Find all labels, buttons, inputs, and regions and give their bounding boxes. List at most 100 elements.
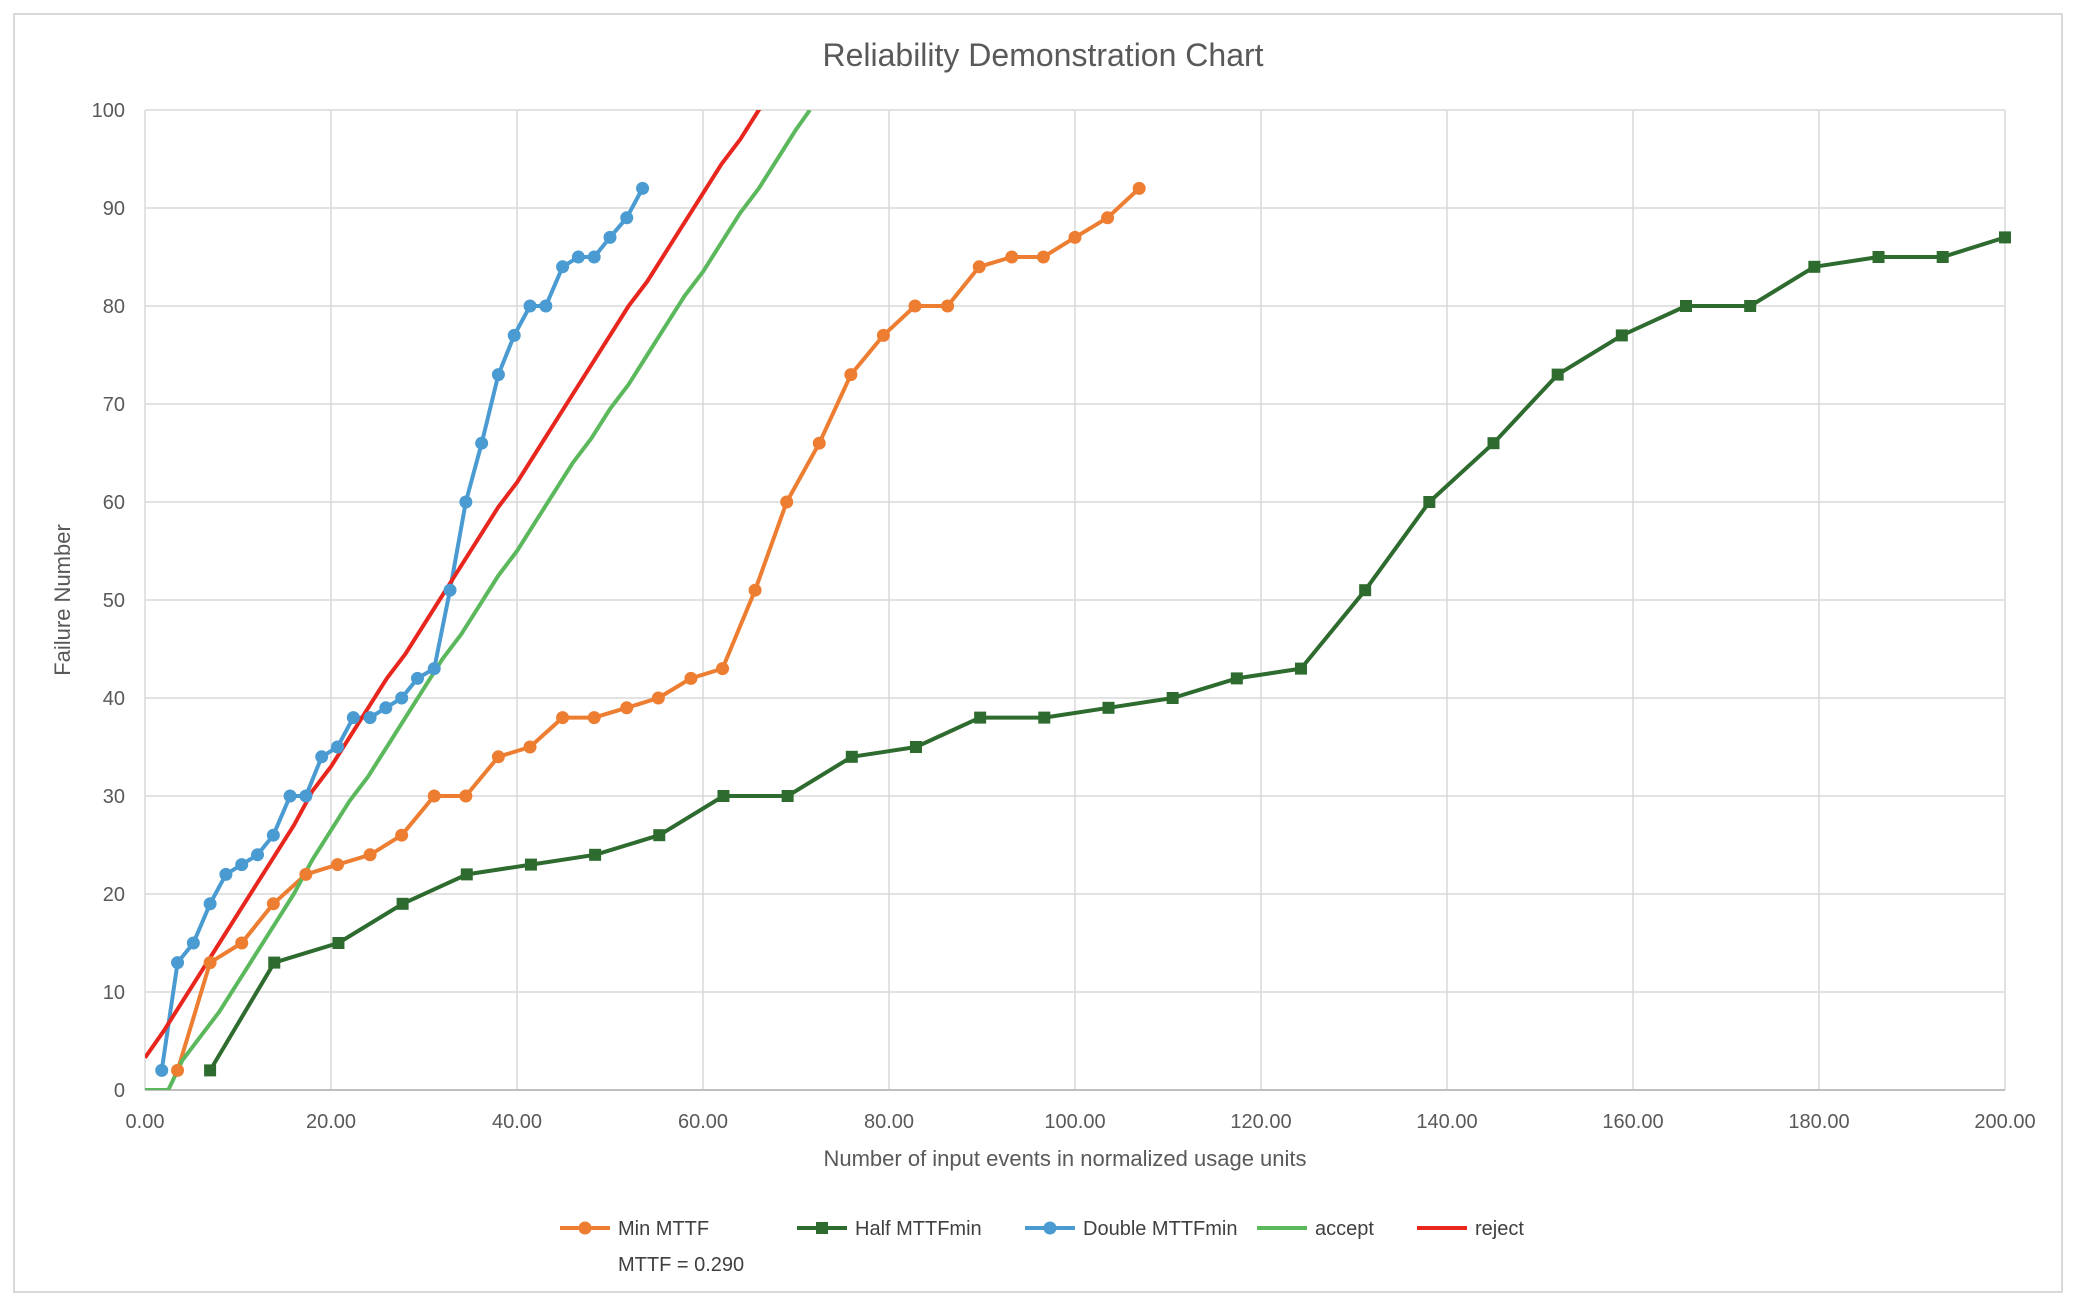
axes: 0.00 20.00 40.00 60.00 80.00 100.00 120.00 140.… — [92, 100, 2036, 1133]
double-mttfmin-point — [636, 181, 650, 195]
double-mttfmin-point — [251, 848, 265, 862]
double-mttfmin-point — [299, 789, 313, 803]
y-tick-label: 20 — [103, 884, 125, 906]
legend: Min MTTF MTTF = 0.290 Half MTTFmin Double M… — [560, 1218, 1524, 1276]
half-mttfmin-point — [1230, 672, 1243, 685]
half-mttfmin-point — [1423, 496, 1436, 508]
min-mttf-point — [780, 495, 794, 509]
chart-frame — [13, 13, 2063, 1293]
y-tick-label: 90 — [103, 198, 125, 220]
double-mttfmin-point — [410, 671, 424, 685]
double-mttfmin-point — [587, 250, 601, 264]
legend-label: reject — [1475, 1218, 1524, 1240]
double-mttfmin-point — [203, 897, 217, 911]
legend-item-half-mttfmin: Half MTTFmin — [797, 1218, 982, 1240]
y-tick-label: 10 — [103, 982, 125, 1004]
double-mttfmin-point — [346, 711, 360, 725]
double-mttfmin-point — [603, 230, 617, 244]
half-mttfmin-point — [1551, 368, 1564, 381]
min-mttf-point — [395, 828, 409, 842]
min-mttf-point — [331, 858, 345, 872]
legend-swatch-marker — [816, 1222, 828, 1234]
min-mttf-point — [203, 956, 217, 970]
reject-line — [145, 110, 762, 1059]
min-mttf-point — [523, 740, 537, 754]
half-mttfmin-point — [653, 829, 666, 842]
double-mttfmin-point — [171, 956, 185, 970]
half-mttfmin-point — [1487, 437, 1500, 450]
half-mttfmin-point — [1102, 701, 1115, 714]
double-mttfmin-point — [443, 583, 457, 597]
x-axis-title: Number of input events in normalized usa… — [823, 1146, 1306, 1171]
min-mttf-point — [587, 711, 601, 725]
min-mttf-point — [876, 328, 890, 342]
half-mttfmin-point — [717, 790, 730, 802]
half-mttfmin-point — [524, 858, 537, 871]
min-mttf-point — [844, 368, 858, 382]
half-mttfmin-point — [1936, 251, 1949, 263]
half-mttfmin-point — [1680, 300, 1693, 312]
legend-label: Half MTTFmin — [855, 1218, 982, 1240]
double-mttfmin-point — [475, 436, 489, 450]
double-mttfmin-line — [159, 187, 645, 1071]
chart-title: Reliability Demonstration Chart — [822, 37, 1263, 73]
x-tick-label: 160.00 — [1602, 1111, 1663, 1133]
half-mttfmin-point — [1294, 662, 1307, 675]
double-mttfmin-point — [219, 867, 233, 881]
half-mttfmin-point — [204, 1064, 217, 1077]
double-mttfmin-point — [155, 1063, 169, 1077]
y-axis-title: Failure Number — [50, 524, 75, 676]
min-mttf-point — [1068, 230, 1082, 244]
x-tick-label: 200.00 — [1974, 1111, 2035, 1133]
half-mttfmin-line — [208, 235, 2005, 1072]
min-mttf-point — [556, 711, 570, 725]
half-mttfmin-point — [1999, 231, 2011, 244]
double-mttfmin-point — [556, 260, 570, 274]
min-mttf-point — [1101, 211, 1115, 225]
min-mttf-point — [171, 1063, 185, 1077]
half-mttfmin-point — [268, 956, 281, 969]
min-mttf-point — [266, 897, 280, 911]
min-mttf-point — [235, 936, 249, 950]
legend-item-accept: accept — [1257, 1218, 1374, 1240]
half-mttfmin-point — [589, 848, 602, 861]
half-mttfmin-point — [1808, 260, 1821, 273]
x-tick-label: 180.00 — [1788, 1111, 1849, 1133]
double-mttfmin-point — [507, 328, 521, 342]
double-mttfmin-point — [363, 711, 377, 725]
half-mttfmin-point — [974, 711, 987, 724]
double-mttfmin-point — [427, 662, 441, 676]
legend-label: Double MTTFmin — [1083, 1218, 1237, 1240]
double-mttfmin-point — [283, 789, 297, 803]
half-mttfmin-point — [1872, 251, 1885, 263]
legend-label: accept — [1315, 1218, 1374, 1240]
double-mttfmin-point — [266, 828, 280, 842]
y-tick-label: 30 — [103, 786, 125, 808]
x-tick-label: 20.00 — [306, 1111, 356, 1133]
double-mttfmin-point — [331, 740, 345, 754]
half-mttfmin-point — [396, 897, 409, 910]
min-mttf-point — [1036, 250, 1050, 264]
y-tick-label: 80 — [103, 296, 125, 318]
legend-item-reject: reject — [1417, 1218, 1524, 1240]
double-mttfmin-point — [379, 701, 393, 715]
double-mttfmin-point — [491, 368, 505, 382]
legend-swatch-marker — [1043, 1221, 1057, 1235]
y-tick-label: 0 — [114, 1080, 125, 1102]
half-mttfmin-point — [1166, 692, 1179, 704]
min-mttf-point — [363, 848, 377, 862]
double-mttfmin-point — [620, 211, 634, 225]
x-tick-label: 120.00 — [1230, 1111, 1291, 1133]
legend-item-double-mttfmin: Double MTTFmin — [1025, 1218, 1237, 1240]
x-tick-label: 140.00 — [1416, 1111, 1477, 1133]
min-mttf-point — [684, 671, 698, 685]
y-tick-label: 100 — [92, 100, 125, 122]
double-mttfmin-point — [395, 691, 409, 705]
half-mttfmin-point — [460, 868, 473, 881]
half-mttfmin-point — [781, 790, 794, 802]
double-mttfmin-point — [315, 750, 329, 764]
min-mttf-point — [748, 583, 762, 597]
half-mttfmin-point — [1359, 584, 1372, 597]
min-mttf-point — [716, 662, 730, 676]
